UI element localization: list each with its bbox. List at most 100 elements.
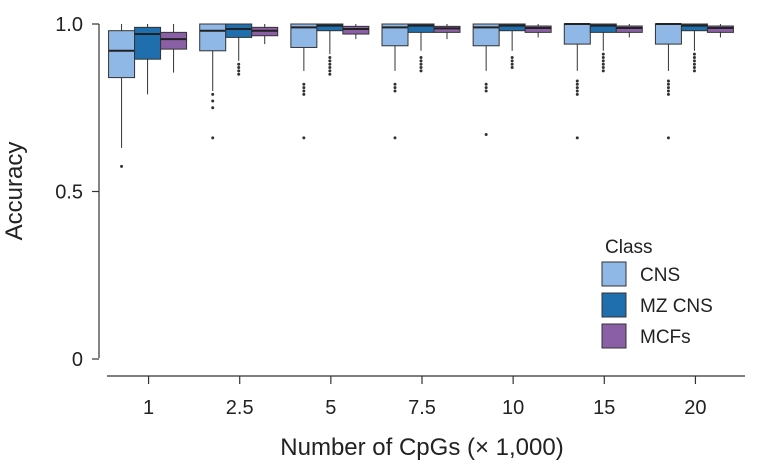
legend-swatch [601, 292, 627, 318]
outlier-point [601, 52, 605, 56]
outlier-point [601, 69, 605, 73]
outlier-point [484, 89, 488, 93]
outlier-point [328, 56, 332, 59]
outlier-point [393, 86, 397, 90]
box-mz-cns [316, 23, 344, 76]
outlier-point [484, 133, 488, 137]
outlier-point [393, 136, 397, 140]
outlier-point [302, 86, 306, 90]
outlier-point [601, 59, 605, 63]
outlier-point [692, 52, 696, 56]
box-cns [472, 23, 500, 137]
outlier-point [302, 82, 306, 86]
outlier-point [328, 72, 332, 76]
legend-label: MCFs [640, 327, 691, 348]
outlier-point [575, 86, 579, 90]
outlier-point [666, 89, 670, 93]
x-tick-label: 10 [502, 397, 524, 419]
box-cns [381, 23, 409, 140]
box-cns [654, 23, 682, 140]
box-body [615, 25, 643, 33]
box-cns [290, 23, 318, 140]
outlier-point [237, 62, 241, 66]
outlier-point [484, 86, 488, 90]
outlier-point [302, 89, 306, 93]
legend-label: MZ CNS [640, 296, 713, 317]
box-mz-cns [225, 23, 253, 76]
box-mz-cns [680, 23, 708, 73]
x-ticks: 1 2.5 5 7.5 10 15 20 [143, 376, 707, 419]
outlier-point [237, 66, 241, 70]
box-body [381, 23, 409, 47]
box-body [472, 23, 500, 47]
box-body [134, 26, 162, 60]
outlier-point [510, 62, 514, 66]
outlier-point [419, 66, 423, 70]
box-body [706, 25, 734, 33]
x-tick-label: 7.5 [408, 397, 436, 419]
box-body [433, 25, 461, 33]
outlier-point [211, 136, 215, 140]
box-cns [563, 23, 591, 140]
box-mz-cns [589, 23, 617, 73]
outlier-point [692, 59, 696, 63]
y-ticks: 0 0.5 1.0 [55, 14, 99, 371]
box-body [225, 23, 253, 38]
outlier-point [328, 59, 332, 63]
box-mcfs [524, 24, 552, 38]
y-tick-label: 1.0 [55, 14, 83, 36]
y-tick-label: 0.5 [55, 182, 83, 204]
outlier-point [484, 82, 488, 86]
box-groups [108, 23, 734, 168]
outlier-point [692, 69, 696, 73]
outlier-point [120, 164, 124, 168]
outlier-point [419, 56, 423, 59]
outlier-point [601, 56, 605, 59]
outlier-point [302, 136, 306, 140]
outlier-point [393, 82, 397, 86]
box-cns [199, 23, 227, 140]
x-tick-label: 2.5 [226, 397, 254, 419]
box-body [290, 23, 318, 48]
box-mcfs [160, 24, 188, 73]
box-mcfs [706, 24, 734, 38]
x-tick-label: 20 [684, 397, 706, 419]
y-axis-label: Accuracy [1, 142, 28, 241]
box-body [654, 23, 682, 45]
outlier-point [666, 92, 670, 96]
legend-items: CNS MZ CNS MCFs [601, 261, 713, 349]
outlier-point [666, 82, 670, 86]
outlier-point [575, 92, 579, 96]
outlier-point [419, 69, 423, 73]
outlier-point [510, 66, 514, 70]
box-mz-cns [134, 24, 162, 95]
outlier-point [575, 89, 579, 93]
outlier-point [237, 72, 241, 76]
box-mcfs [615, 24, 643, 38]
outlier-point [393, 89, 397, 93]
outlier-point [666, 86, 670, 90]
x-axis-label: Number of CpGs (× 1,000) [280, 434, 563, 461]
x-tick-label: 5 [325, 397, 336, 419]
x-tick-label: 1 [143, 397, 154, 419]
outlier-point [328, 66, 332, 70]
outlier-point [692, 66, 696, 70]
outlier-point [666, 136, 670, 140]
outlier-point [211, 99, 215, 103]
outlier-point [692, 56, 696, 59]
legend-swatch [601, 261, 627, 287]
outlier-point [601, 62, 605, 66]
box-mz-cns [498, 23, 526, 70]
legend-label: CNS [640, 265, 680, 286]
box-mcfs [433, 24, 461, 40]
outlier-point [328, 62, 332, 66]
outlier-point [575, 82, 579, 86]
outlier-point [575, 79, 579, 83]
outlier-point [328, 69, 332, 73]
outlier-point [666, 79, 670, 83]
legend-title: Class [605, 237, 653, 258]
outlier-point [510, 59, 514, 63]
outlier-point [302, 92, 306, 96]
box-body [342, 25, 370, 35]
outlier-point [211, 106, 215, 110]
